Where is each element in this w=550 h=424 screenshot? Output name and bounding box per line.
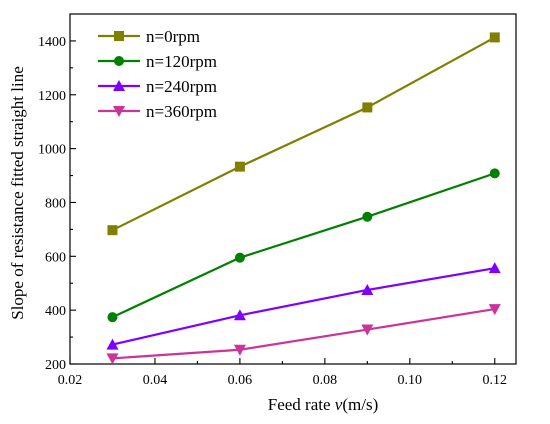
data-point [107,225,118,236]
data-point [489,32,500,43]
legend-item: n=360rpm [98,102,217,121]
data-point [362,211,373,222]
series-line [111,36,496,232]
data-point [488,304,501,316]
legend-item: n=120rpm [98,52,217,71]
legend-marker [114,31,124,41]
data-point [488,262,501,274]
data-point [361,324,374,336]
legend-item: n=240rpm [98,77,217,96]
y-tick-label: 1000 [38,143,66,158]
series-3 [106,304,501,365]
legend-label: n=360rpm [146,102,217,121]
y-tick-label: 600 [45,250,66,265]
data-point [362,102,373,113]
x-tick-label: 0.06 [228,373,253,388]
y-tick-label: 200 [45,358,66,373]
data-point [361,283,374,295]
x-tick-label: 0.02 [58,373,83,388]
y-tick-label: 800 [45,196,66,211]
y-tick-label: 1200 [38,89,66,104]
data-point [233,344,246,356]
data-point [234,252,245,263]
data-point [107,312,118,323]
legend-item: n=0rpm [98,27,200,46]
legend: n=0rpm n=120rpm n=240rpm n=360rpm [98,27,217,121]
series-2 [106,262,501,350]
series-line [112,172,496,319]
legend-label: n=240rpm [146,77,217,96]
x-axis-title-unit: (m/s) [342,395,378,414]
series-1 [107,168,500,323]
data-point [489,168,500,179]
legend-marker [113,80,125,91]
series-line [112,267,495,346]
data-point [233,309,246,321]
legend-label: n=120rpm [146,52,217,71]
series-group [106,32,501,365]
legend-label: n=0rpm [146,27,200,46]
data-point [106,353,119,365]
data-point [234,161,245,172]
plot-frame [69,13,517,365]
x-axis-title-prefix: Feed rate [268,395,335,414]
data-point [106,338,119,350]
series-line [112,307,495,360]
legend-marker [114,56,124,66]
axes: 0.02 0.04 0.06 0.08 0.10 0.12 200 400 600 800 1000… [38,13,517,388]
x-axis-title: Feed rate v(m/s) [268,395,378,414]
y-tick-label: 400 [45,304,66,319]
y-axis-title: Slope of resistance fitted straight line [8,66,27,320]
legend-marker [113,106,125,117]
y-tick-label: 1400 [38,35,66,50]
x-tick-label: 0.12 [483,373,508,388]
x-tick-label: 0.08 [313,373,338,388]
x-tick-label: 0.04 [143,373,168,388]
x-tick-label: 0.10 [398,373,423,388]
series-0 [107,32,500,236]
x-axis-title-variable: v [335,395,343,414]
